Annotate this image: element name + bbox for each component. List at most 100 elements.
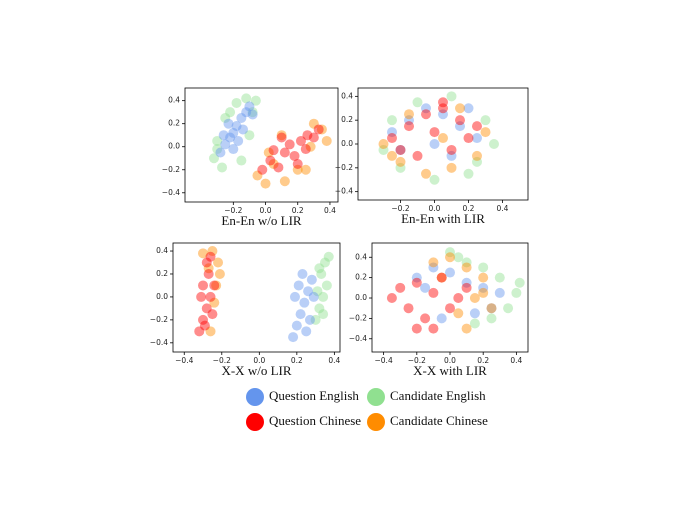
point: [387, 150, 397, 161]
point: [211, 280, 222, 291]
point: [503, 303, 514, 314]
point: [319, 257, 330, 268]
point: [429, 174, 440, 185]
y-tick-label: 0.4: [355, 252, 367, 261]
point: [404, 121, 414, 132]
point: [247, 109, 258, 120]
y-tick-label: 0.0: [156, 292, 168, 301]
point: [321, 280, 332, 291]
point: [453, 308, 464, 319]
y-tick-label: −0.4: [349, 334, 367, 343]
point: [241, 93, 252, 104]
y-tick-label: −0.4: [162, 188, 180, 197]
point: [220, 139, 231, 150]
x-tick-label: 0.4: [497, 204, 509, 213]
point: [486, 303, 497, 314]
point: [292, 164, 303, 175]
point: [438, 109, 448, 120]
y-tick-label: −0.2: [349, 313, 367, 322]
y-tick-label: −0.2: [162, 165, 180, 174]
point: [308, 132, 319, 143]
point: [218, 130, 229, 141]
y-tick-label: 0.2: [341, 115, 353, 124]
point: [212, 144, 223, 155]
x-tick-label: 0.2: [463, 204, 475, 213]
point: [205, 251, 216, 262]
point: [215, 147, 226, 158]
point: [300, 164, 311, 175]
x-tick-label: 0.0: [429, 204, 441, 213]
point: [214, 268, 225, 279]
point: [469, 318, 480, 329]
x-tick-label: 0.2: [291, 356, 303, 365]
x-tick-label: −0.2: [224, 206, 242, 215]
point: [480, 115, 491, 126]
point: [445, 247, 455, 258]
point: [446, 91, 457, 102]
point: [428, 257, 439, 268]
point: [308, 291, 319, 302]
point: [316, 124, 327, 135]
point: [472, 150, 482, 161]
point: [297, 268, 308, 279]
point: [194, 326, 205, 337]
point: [196, 291, 207, 302]
point: [312, 286, 323, 297]
x-tick-label: −0.2: [213, 356, 231, 365]
y-tick-label: −0.2: [150, 315, 168, 324]
point: [453, 293, 464, 304]
point: [314, 263, 325, 274]
point: [279, 147, 290, 158]
point: [207, 309, 218, 320]
point: [463, 133, 474, 144]
point: [295, 135, 306, 146]
point: [486, 313, 497, 324]
point: [228, 144, 239, 155]
y-tick-label: −0.2: [335, 163, 353, 172]
x-tick-label: −0.2: [408, 356, 426, 365]
point: [303, 286, 314, 297]
point: [231, 121, 242, 131]
point: [463, 103, 474, 114]
point: [387, 133, 397, 144]
point: [268, 145, 279, 156]
point: [314, 303, 325, 314]
point: [420, 313, 431, 324]
point: [208, 153, 219, 164]
point: [378, 144, 389, 155]
point: [205, 326, 216, 337]
point: [323, 251, 334, 262]
point: [446, 144, 457, 155]
point: [225, 132, 236, 143]
x-axis-label: X-X with LIR: [413, 363, 487, 378]
point: [293, 280, 304, 291]
point: [209, 297, 220, 308]
legend-marker: [367, 388, 385, 406]
point: [305, 141, 316, 152]
point: [461, 257, 472, 268]
point: [428, 262, 439, 273]
x-tick-label: 0.4: [324, 206, 336, 215]
point: [438, 97, 448, 108]
point: [429, 139, 440, 149]
legend-label: Question English: [269, 388, 359, 403]
y-tick-label: 0.0: [355, 293, 367, 302]
point: [231, 97, 242, 108]
legend-marker: [246, 413, 264, 431]
point: [412, 150, 423, 161]
point: [291, 320, 302, 331]
point: [445, 252, 455, 263]
point: [308, 118, 319, 129]
point: [395, 282, 406, 293]
point: [316, 268, 327, 279]
point: [302, 130, 313, 141]
point: [292, 159, 303, 169]
point: [438, 103, 448, 114]
point: [436, 313, 447, 324]
point: [201, 303, 212, 314]
point: [284, 139, 295, 150]
point: [273, 162, 284, 173]
y-tick-label: −0.4: [335, 187, 353, 196]
point: [478, 272, 489, 283]
y-tick-label: 0.4: [156, 246, 168, 255]
